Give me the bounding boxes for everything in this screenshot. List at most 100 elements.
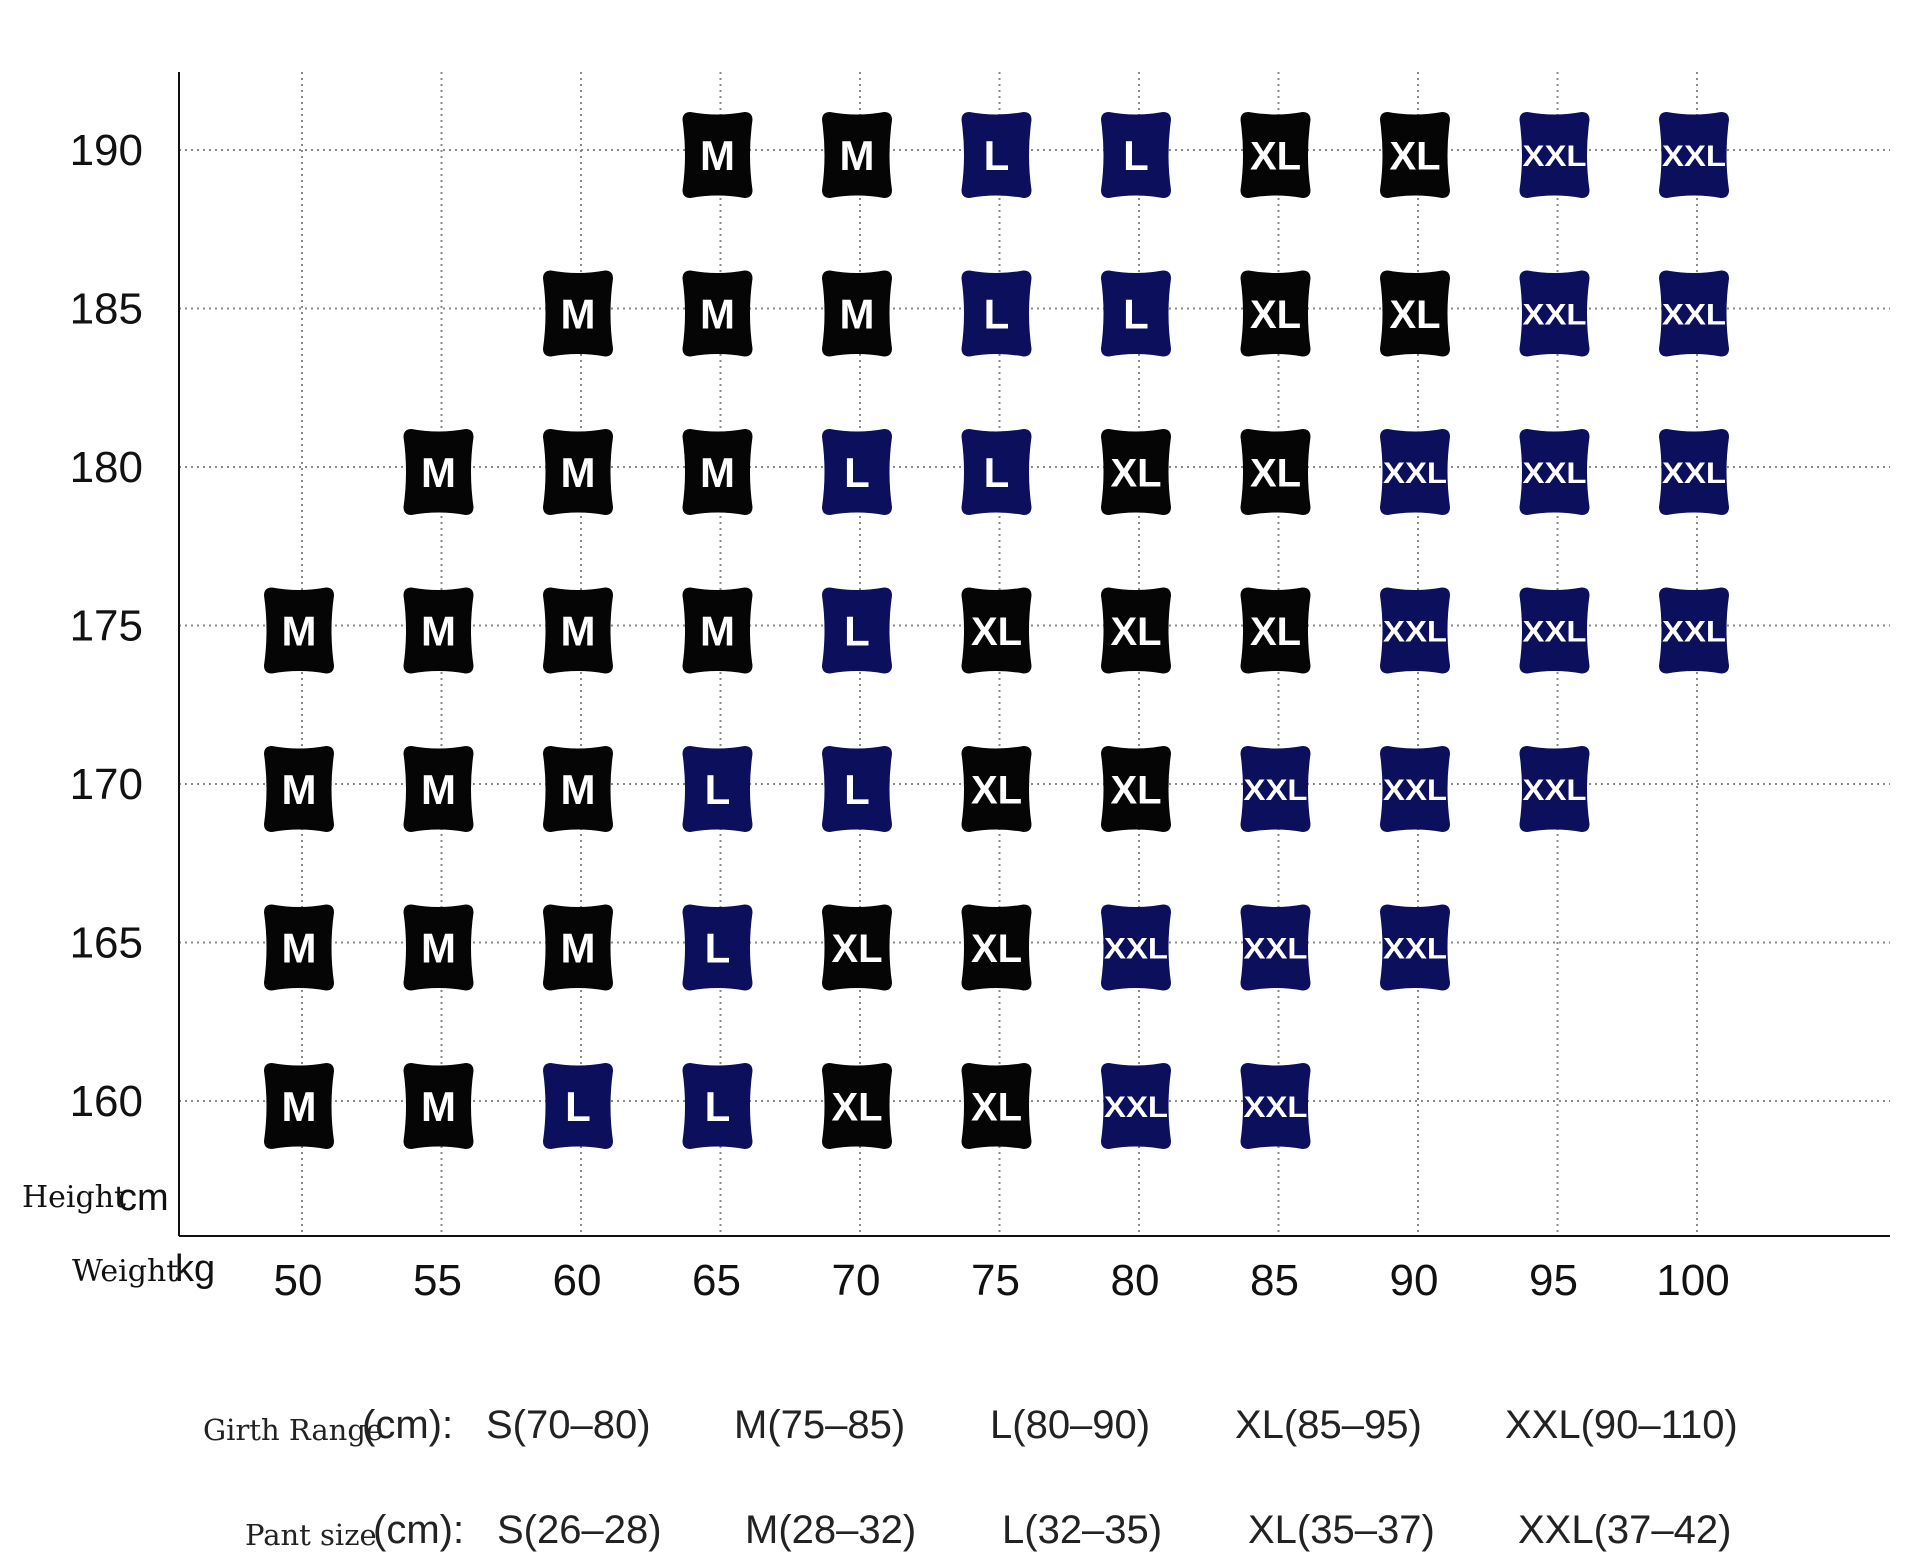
size-badge-label: L xyxy=(844,766,870,813)
x-tick-label: 80 xyxy=(1111,1256,1160,1305)
size-badge-label: M xyxy=(561,766,596,813)
y-tick-label: 190 xyxy=(70,126,143,175)
size-badge-label: M xyxy=(561,291,596,338)
size-badge-xl xyxy=(1240,429,1311,515)
size-badge-m xyxy=(403,429,474,515)
size-badge-m xyxy=(403,587,474,674)
size-badge-label: XXL xyxy=(1662,140,1726,173)
size-badge-m xyxy=(682,112,753,198)
size-badge-xxl xyxy=(1380,746,1450,832)
size-badge-label: XXL xyxy=(1383,932,1447,965)
size-badge-label: XXL xyxy=(1244,1091,1308,1124)
size-badge-m xyxy=(264,904,334,991)
size-badge-label: M xyxy=(282,608,317,655)
size-badge-xl xyxy=(1240,112,1311,198)
size-badge-label: M xyxy=(421,766,456,813)
size-badge-xl xyxy=(822,904,892,991)
size-badge-label: XXL xyxy=(1523,615,1587,648)
size-badge-xxl xyxy=(1101,1063,1171,1149)
size-badge-m xyxy=(543,270,613,357)
size-badge-label: M xyxy=(421,608,456,655)
size-badge-label: L xyxy=(844,608,870,655)
size-badge-label: XL xyxy=(1250,610,1301,654)
size-badge-label: L xyxy=(984,132,1010,179)
size-badge-m xyxy=(543,904,613,991)
size-badge-label: XXL xyxy=(1523,140,1587,173)
size-badge-label: XL xyxy=(1110,451,1161,495)
size-badge-xxl xyxy=(1659,587,1729,674)
x-tick-label: 100 xyxy=(1656,1256,1729,1305)
size-badge-xl xyxy=(961,1063,1032,1149)
girth-range-m: M(75–85) xyxy=(734,1403,906,1447)
size-badge-label: M xyxy=(700,449,735,496)
size-badge-label: XXL xyxy=(1662,615,1726,648)
x-axis-unit: kg xyxy=(175,1248,215,1290)
x-axis-label: Weight xyxy=(72,1254,178,1289)
size-badge-xl xyxy=(961,587,1032,674)
size-badge-xxl xyxy=(1659,270,1729,357)
size-badge-label: XXL xyxy=(1104,1091,1168,1124)
size-badge-xxl xyxy=(1240,746,1311,832)
size-badge-label: XL xyxy=(971,610,1022,654)
size-badge-xxl xyxy=(1240,904,1311,991)
girth-range-s: S(70–80) xyxy=(486,1403,651,1447)
x-tick-label: 90 xyxy=(1390,1256,1439,1305)
size-badge-xl xyxy=(1240,587,1311,674)
size-badge-label: M xyxy=(282,766,317,813)
size-badge-label: L xyxy=(705,925,731,972)
y-tick-label: 180 xyxy=(70,443,143,492)
size-badge-label: L xyxy=(565,1083,591,1130)
size-badge-label: XL xyxy=(831,927,882,971)
size-badge-xxl xyxy=(1380,904,1450,991)
pant-size-row: Pant size (cm): S(26–28) M(28–32) L(32–3… xyxy=(0,1508,1909,1568)
size-badge-label: XXL xyxy=(1383,774,1447,807)
size-badge-xxl xyxy=(1380,587,1450,674)
pant-size-xxl: XXL(37–42) xyxy=(1518,1508,1732,1552)
size-badge-label: L xyxy=(705,1083,731,1130)
y-tick-label: 160 xyxy=(70,1077,143,1126)
size-badge-label: XL xyxy=(1250,134,1301,178)
size-badge-label: XXL xyxy=(1662,298,1726,331)
size-badge-l xyxy=(682,904,753,991)
size-badge-m xyxy=(403,904,474,991)
size-badge-label: XL xyxy=(831,1085,882,1129)
size-badge-m xyxy=(543,746,613,832)
size-badge-label: M xyxy=(282,1083,317,1130)
size-badge-m xyxy=(543,429,613,515)
x-tick-label: 55 xyxy=(413,1256,462,1305)
size-badge-xxl xyxy=(1519,587,1590,674)
size-badge-label: XXL xyxy=(1383,615,1447,648)
size-badge-m xyxy=(403,1063,474,1149)
size-badge-l xyxy=(682,1063,753,1149)
size-badge-l xyxy=(822,587,892,674)
girth-range-label: Girth Range xyxy=(203,1413,384,1447)
girth-range-xl: XL(85–95) xyxy=(1235,1403,1422,1447)
size-badge-label: M xyxy=(840,132,875,179)
size-badge-xl xyxy=(961,904,1032,991)
size-badge-xxl xyxy=(1519,429,1590,515)
girth-range-xxl: XXL(90–110) xyxy=(1505,1403,1738,1447)
girth-range-l: L(80–90) xyxy=(990,1403,1151,1447)
size-badge-label: XL xyxy=(1250,293,1301,337)
size-badge-label: XL xyxy=(971,927,1022,971)
size-badge-label: M xyxy=(700,291,735,338)
size-badge-label: XXL xyxy=(1662,457,1726,490)
size-badge-l xyxy=(822,746,892,832)
size-badge-label: L xyxy=(1123,291,1149,338)
size-badge-label: L xyxy=(844,449,870,496)
y-axis-label: Height xyxy=(22,1180,126,1215)
size-badge-m xyxy=(822,270,892,357)
size-badge-xl xyxy=(1380,270,1450,357)
size-badge-xl xyxy=(1101,429,1171,515)
size-badge-label: XXL xyxy=(1523,457,1587,490)
x-tick-label: 85 xyxy=(1250,1256,1299,1305)
size-badge-xl xyxy=(1240,270,1311,357)
size-badge-xl xyxy=(1380,112,1450,198)
size-badge-label: XXL xyxy=(1523,298,1587,331)
size-badge-l xyxy=(682,746,753,832)
size-badge-m xyxy=(543,587,613,674)
size-badge-label: L xyxy=(705,766,731,813)
size-badge-label: M xyxy=(840,291,875,338)
girth-range-row: Girth Range (cm): S(70–80) M(75–85) L(80… xyxy=(0,1403,1909,1463)
size-badge-m xyxy=(682,587,753,674)
